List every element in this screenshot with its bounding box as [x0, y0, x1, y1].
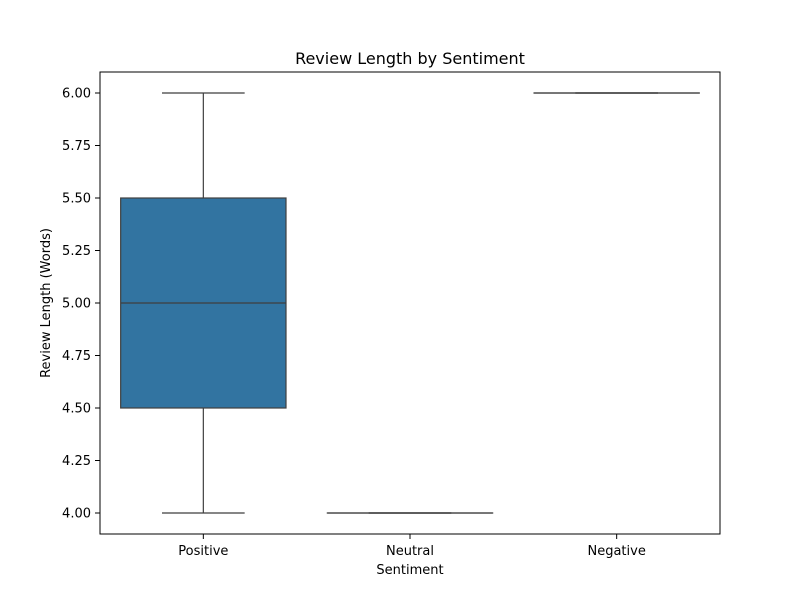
y-axis-label: Review Length (Words)	[39, 228, 54, 378]
y-tick-label: 4.50	[62, 402, 91, 417]
box-positive	[120, 92, 287, 514]
y-tick-label: 5.00	[62, 297, 91, 312]
y-tick-label: 5.75	[62, 139, 91, 154]
y-tick-label: 5.25	[62, 244, 91, 259]
x-tick-label: Positive	[178, 544, 228, 559]
y-tick-label: 4.75	[62, 349, 91, 364]
y-tick-label: 4.00	[62, 507, 91, 522]
y-tick-label: 4.25	[62, 454, 91, 469]
x-axis-label: Sentiment	[376, 563, 443, 578]
y-tick-label: 6.00	[62, 87, 91, 102]
chart-title: Review Length by Sentiment	[295, 49, 525, 68]
x-axis: Positive Neutral Negative	[178, 534, 646, 559]
x-tick-label: Neutral	[386, 544, 434, 559]
x-tick-label: Negative	[587, 544, 645, 559]
y-tick-label: 5.50	[62, 192, 91, 207]
y-axis: 4.00 4.25 4.50 4.75 5.00 5.25 5.50 5.75 6.00	[62, 87, 100, 522]
boxes-group	[120, 92, 700, 514]
